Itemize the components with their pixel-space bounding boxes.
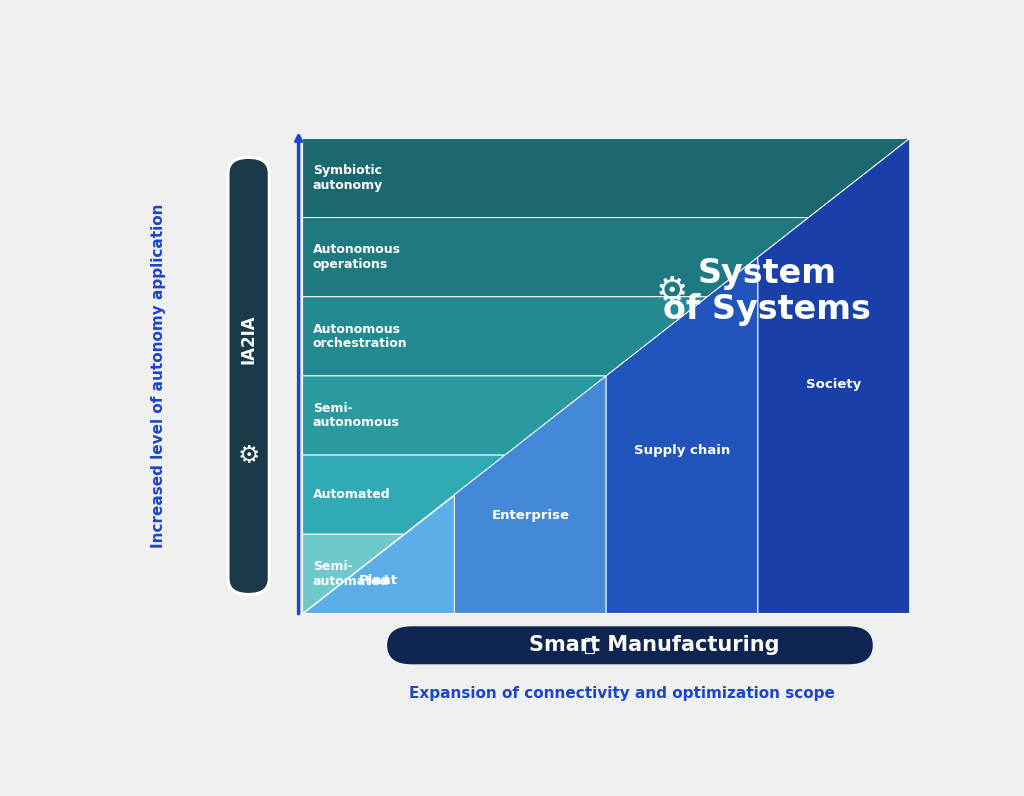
Polygon shape xyxy=(606,257,758,614)
Polygon shape xyxy=(758,139,909,614)
Text: ⚙: ⚙ xyxy=(655,275,688,309)
Text: 🏭: 🏭 xyxy=(585,636,596,655)
Text: Smart Manufacturing: Smart Manufacturing xyxy=(528,635,779,655)
Polygon shape xyxy=(303,139,909,614)
Text: Expansion of connectivity and optimization scope: Expansion of connectivity and optimizati… xyxy=(409,685,835,700)
Text: Symbiotic
autonomy: Symbiotic autonomy xyxy=(313,164,383,192)
Text: Semi-
autonomous: Semi- autonomous xyxy=(313,402,399,429)
Text: Plant: Plant xyxy=(359,574,398,587)
Polygon shape xyxy=(303,494,455,614)
Polygon shape xyxy=(303,217,809,297)
FancyBboxPatch shape xyxy=(387,626,872,665)
Text: System
of Systems: System of Systems xyxy=(663,257,870,326)
Polygon shape xyxy=(303,297,708,376)
Text: Automated: Automated xyxy=(313,488,390,501)
Text: IA2IA: IA2IA xyxy=(240,314,258,364)
Text: Increased level of autonomy application: Increased level of autonomy application xyxy=(151,204,166,548)
Text: Semi-
automated: Semi- automated xyxy=(313,560,389,587)
Polygon shape xyxy=(303,376,606,455)
FancyBboxPatch shape xyxy=(228,158,269,595)
Polygon shape xyxy=(303,534,403,614)
Text: Autonomous
operations: Autonomous operations xyxy=(313,244,401,271)
Polygon shape xyxy=(303,139,909,217)
Polygon shape xyxy=(455,376,606,614)
Text: Autonomous
orchestration: Autonomous orchestration xyxy=(313,322,408,350)
Text: Supply chain: Supply chain xyxy=(634,443,730,457)
Text: Society: Society xyxy=(806,378,861,392)
Polygon shape xyxy=(303,455,505,534)
Text: Enterprise: Enterprise xyxy=(492,509,569,522)
Text: ⚙: ⚙ xyxy=(238,443,260,467)
